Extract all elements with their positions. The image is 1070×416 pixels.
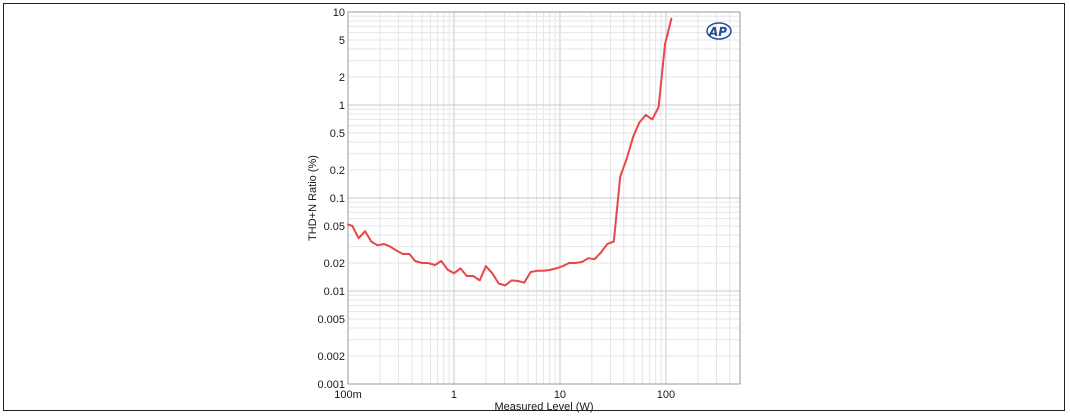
grid: [347, 11, 741, 385]
data-point: [465, 275, 468, 277]
plot-area: [347, 11, 741, 385]
data-point: [402, 253, 404, 255]
y-tick-label: 5: [339, 35, 345, 47]
data-point: [587, 257, 590, 260]
data-point: [644, 114, 647, 116]
ap-logo: AP: [706, 22, 732, 40]
data-point: [484, 265, 487, 268]
y-tick-label: 0.2: [330, 165, 345, 177]
data-point: [651, 118, 654, 121]
data-point: [421, 262, 423, 264]
data-point: [364, 230, 367, 233]
y-tick-label: 0.5: [330, 128, 345, 140]
data-point: [561, 265, 564, 268]
data-point: [497, 282, 500, 285]
y-tick-label: 0.01: [324, 286, 345, 298]
y-tick-label: 1: [339, 100, 345, 112]
x-tick-label: 10: [554, 389, 566, 401]
data-point: [376, 244, 379, 247]
data-point: [523, 281, 526, 284]
series-layer: [347, 17, 673, 287]
data-point: [446, 268, 449, 271]
y-tick-label: 0.02: [324, 258, 345, 270]
data-point: [433, 264, 436, 266]
data-point: [657, 106, 660, 108]
x-tick-label: 1: [451, 389, 457, 401]
data-point: [536, 269, 539, 272]
data-point: [625, 158, 628, 161]
data-point: [491, 272, 494, 275]
y-tick-label: 0.001: [317, 379, 345, 391]
y-axis-label: THD+N Ratio (%): [307, 155, 319, 241]
data-point: [472, 275, 475, 277]
y-tick-labels: 10 5 2 1 0.5 0.2 0.1 0.05 0.02 0.01 0.005 0.002 0.00…: [317, 7, 345, 391]
data-point: [612, 240, 615, 243]
data-point: [370, 240, 373, 243]
y-tick-label: 10: [333, 7, 345, 19]
data-point: [600, 251, 602, 254]
y-tick-label: 0.002: [317, 351, 345, 363]
data-point: [408, 253, 411, 255]
ap-logo-ring: [706, 22, 732, 40]
data-point: [396, 249, 398, 252]
x-tick-label: 100m: [334, 389, 362, 401]
data-point: [670, 17, 673, 20]
data-point: [606, 243, 609, 245]
y-tick-label: 0.05: [324, 221, 345, 233]
y-tick-label: 2: [339, 72, 345, 84]
y-tick-label: 0.1: [330, 193, 345, 205]
series-line: [347, 18, 673, 287]
data-point: [593, 258, 596, 261]
data-point: [478, 279, 481, 282]
data-point: [440, 260, 443, 262]
ap-logo-text: AP: [708, 25, 727, 39]
data-point: [632, 136, 634, 139]
data-point: [427, 262, 430, 264]
data-point: [357, 237, 360, 240]
data-point: [516, 280, 519, 282]
x-tick-labels: 100m 1 10 100: [334, 389, 675, 401]
data-point: [351, 225, 354, 227]
data-point: [574, 262, 577, 264]
data-point: [568, 262, 571, 264]
data-point: [664, 43, 666, 46]
data-point: [529, 271, 532, 273]
data-point: [504, 284, 507, 287]
data-point: [414, 260, 417, 262]
y-tick-label: 0.005: [317, 314, 345, 326]
data-point: [619, 175, 622, 178]
data-point: [389, 245, 392, 248]
data-point: [347, 223, 349, 226]
data-point: [580, 261, 583, 263]
data-point: [548, 269, 551, 271]
data-point: [542, 269, 545, 272]
data-point: [453, 272, 455, 275]
data-point: [638, 121, 641, 124]
data-point: [382, 243, 385, 245]
data-point: [555, 267, 558, 270]
data-point: [510, 279, 513, 282]
x-axis-label: Measured Level (W): [494, 401, 593, 413]
data-point: [459, 267, 462, 270]
x-tick-label: 100: [657, 389, 675, 401]
